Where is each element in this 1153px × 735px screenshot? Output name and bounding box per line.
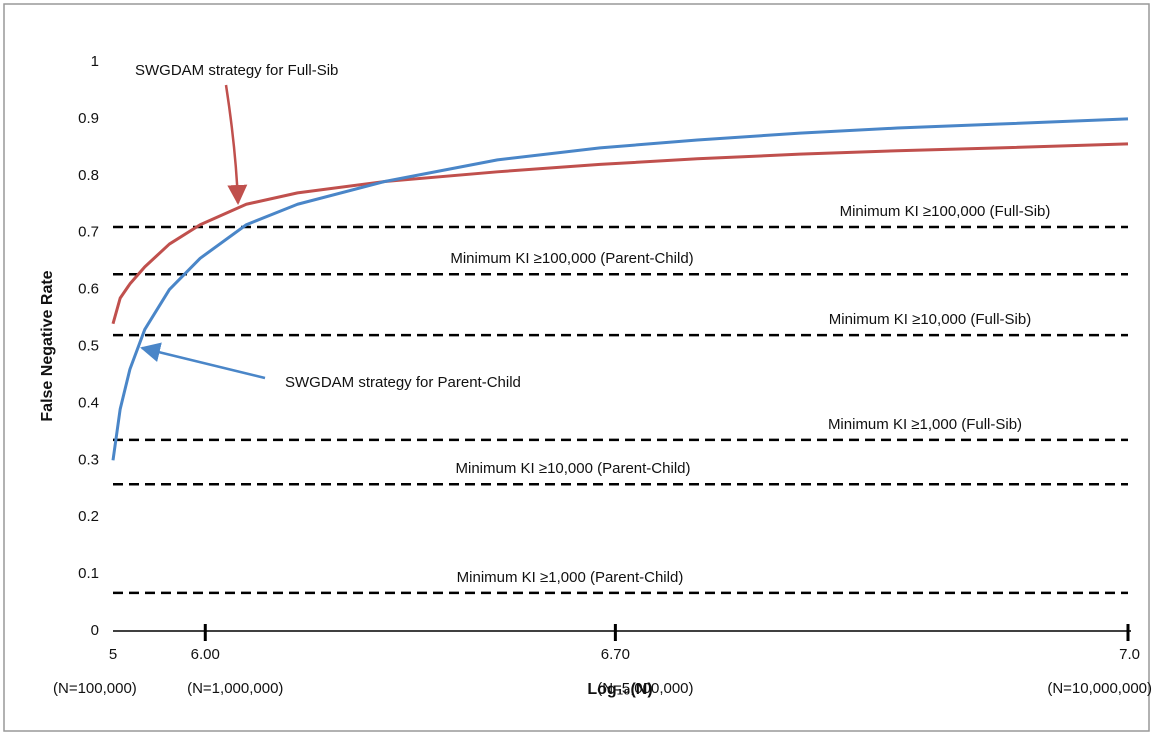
reference-label: Minimum KI ≥100,000 (Full-Sib) [840,203,1051,220]
x-tick-label: 6.00 [191,646,220,663]
y-tick-label: 0.4 [78,394,99,411]
y-tick-label: 0.1 [78,565,99,582]
legend-label: SWGDAM strategy for Full-Sib [135,62,338,79]
y-axis-title: False Negative Rate [39,270,56,421]
frame [3,3,1150,732]
y-tick-label: 0 [91,622,99,639]
x-tick-label: 5 [109,646,117,663]
reference-label: Minimum KI ≥10,000 (Parent-Child) [456,460,691,477]
y-tick-label: 0.5 [78,337,99,354]
x-tick-label: 6.70 [601,646,630,663]
x-tick-label: (N=100,000) [53,680,137,697]
reference-label: Minimum KI ≥1,000 (Full-Sib) [828,416,1022,433]
y-tick-label: 0.2 [78,508,99,525]
reference-label: Minimum KI ≥1,000 (Parent-Child) [457,569,684,586]
series-line [111,117,1129,461]
y-tick-label: 0.3 [78,451,99,468]
x-tick-label: (N=10,000,000) [1047,680,1152,697]
y-tick-label: 1 [91,53,99,70]
annotation-arrow [140,342,266,380]
y-tick-label: 0.7 [78,224,99,241]
y-tick-label: 0.8 [78,167,99,184]
reference-label: Minimum KI ≥100,000 (Parent-Child) [450,250,693,267]
annotation-arrow [224,84,248,205]
x-tick-label: (N=1,000,000) [187,680,283,697]
y-tick-label: 0.6 [78,281,99,298]
x-tick-label: 7.0 [1119,646,1140,663]
x-tick-label: (N=5,000,000) [597,680,693,697]
y-tick-label: 0.9 [78,110,99,127]
x-axis-title: Log₁₀(N) [587,681,652,698]
series-line [111,142,1129,325]
legend-label: SWGDAM strategy for Parent-Child [285,374,521,391]
reference-label: Minimum KI ≥10,000 (Full-Sib) [829,311,1031,328]
